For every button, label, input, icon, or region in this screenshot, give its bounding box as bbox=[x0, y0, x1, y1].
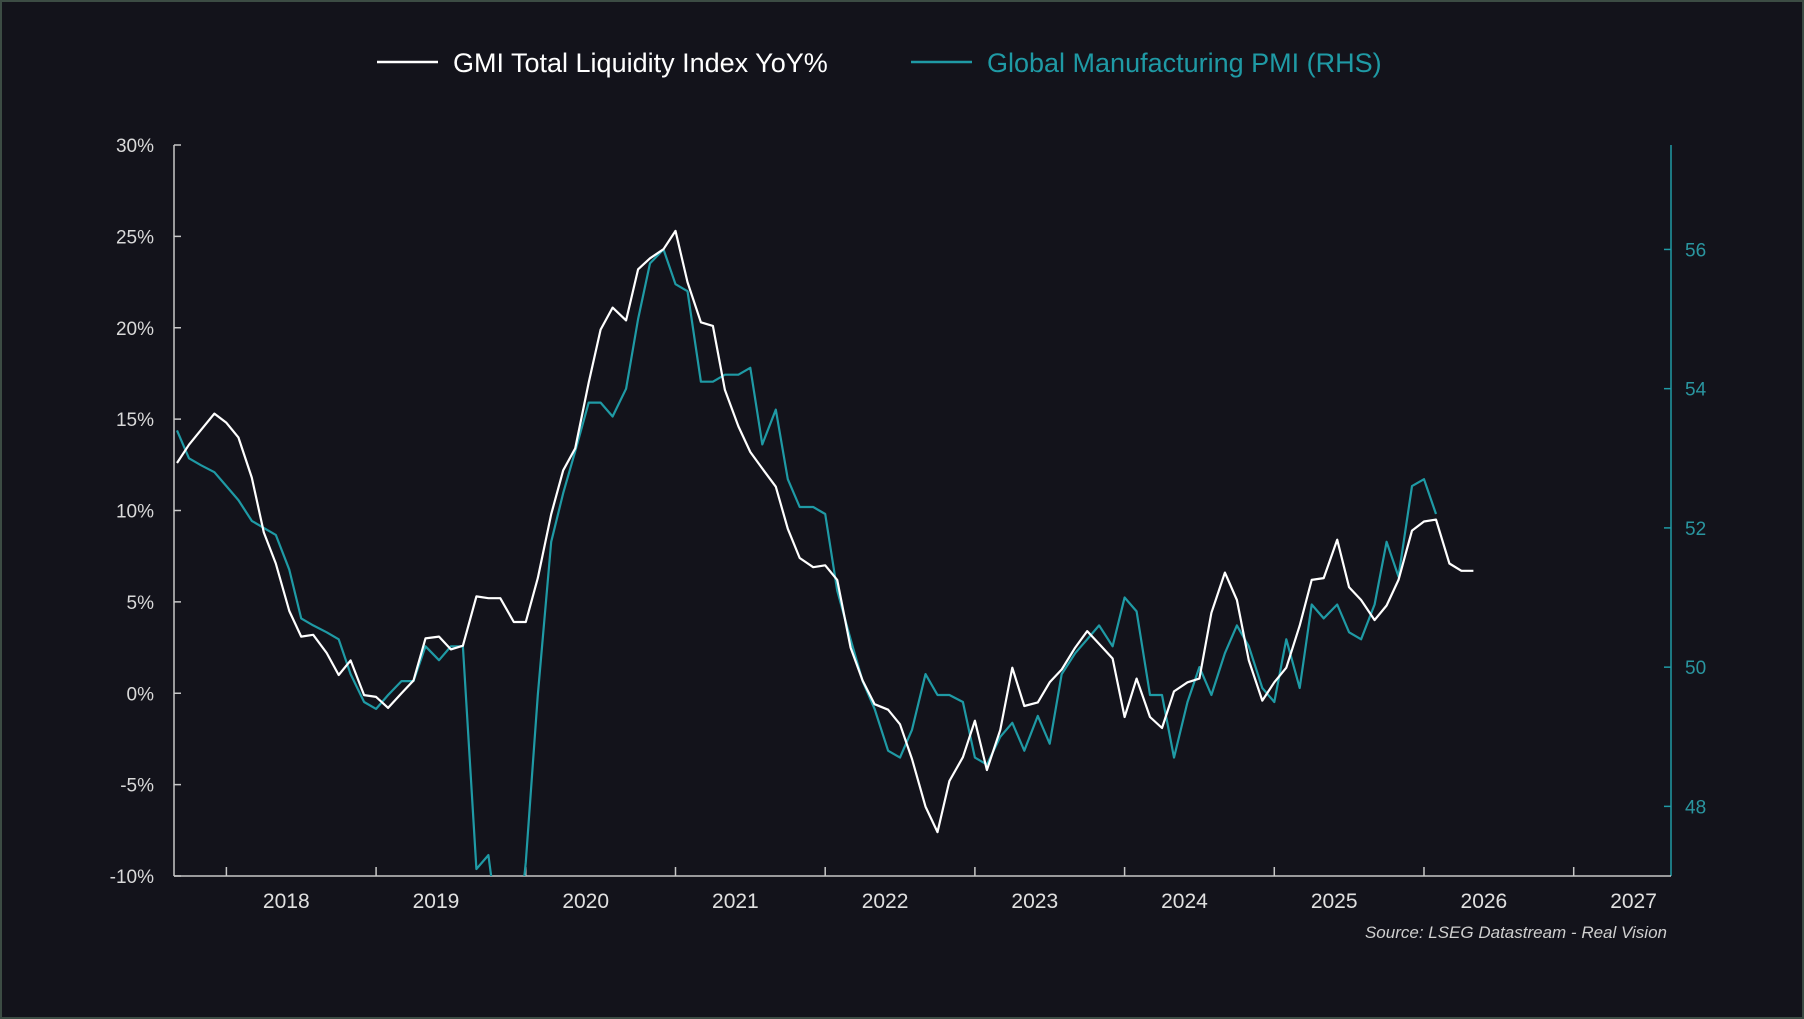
left-y-tick-label: -10% bbox=[110, 867, 154, 888]
x-tick-label: 2026 bbox=[1461, 890, 1508, 913]
x-tick-label: 2021 bbox=[712, 890, 759, 913]
left-y-tick-label: 20% bbox=[116, 319, 154, 340]
x-tick-label: 2024 bbox=[1161, 890, 1208, 913]
x-tick-label: 2025 bbox=[1311, 890, 1358, 913]
left-y-tick-label: 15% bbox=[116, 410, 154, 431]
legend: GMI Total Liquidity Index YoY% Global Ma… bbox=[377, 48, 1382, 78]
x-ticks: 2018 2019 2020 2021 2022 2023 2024 2025 2026 2027 bbox=[225, 867, 1657, 913]
right-y-tick-label: 54 bbox=[1685, 380, 1707, 401]
left-y-tick-label: 0% bbox=[127, 684, 155, 705]
series-line-pmi bbox=[175, 248, 1438, 876]
x-tick-label: 2020 bbox=[562, 890, 609, 913]
x-tick-label: 2027 bbox=[1610, 890, 1657, 913]
x-tick-label: 2022 bbox=[862, 890, 909, 913]
source-note: Source: LSEG Datastream - Real Vision bbox=[1365, 923, 1667, 942]
left-y-tick-label: 30% bbox=[116, 136, 154, 157]
legend-label-pmi: Global Manufacturing PMI (RHS) bbox=[987, 48, 1382, 78]
left-y-ticks: -10% -5% 0% 5% 10% 15% 20% 25% 30% bbox=[110, 136, 181, 888]
right-y-tick-label: 56 bbox=[1685, 240, 1706, 261]
left-y-tick-label: 25% bbox=[116, 227, 154, 248]
left-y-tick-label: -5% bbox=[120, 776, 154, 797]
right-y-tick-label: 50 bbox=[1685, 658, 1706, 679]
x-tick-label: 2023 bbox=[1011, 890, 1058, 913]
series-line-liquidity bbox=[176, 229, 1474, 834]
right-y-tick-label: 52 bbox=[1685, 519, 1706, 540]
x-tick-label: 2018 bbox=[263, 890, 310, 913]
x-tick-label: 2019 bbox=[413, 890, 460, 913]
left-y-tick-label: 5% bbox=[127, 593, 155, 614]
legend-label-liquidity: GMI Total Liquidity Index YoY% bbox=[453, 48, 828, 78]
right-y-ticks: 48 50 52 54 56 bbox=[1664, 240, 1707, 818]
series-group bbox=[175, 229, 1474, 876]
left-y-tick-label: 10% bbox=[116, 502, 154, 523]
right-y-tick-label: 48 bbox=[1685, 797, 1706, 818]
